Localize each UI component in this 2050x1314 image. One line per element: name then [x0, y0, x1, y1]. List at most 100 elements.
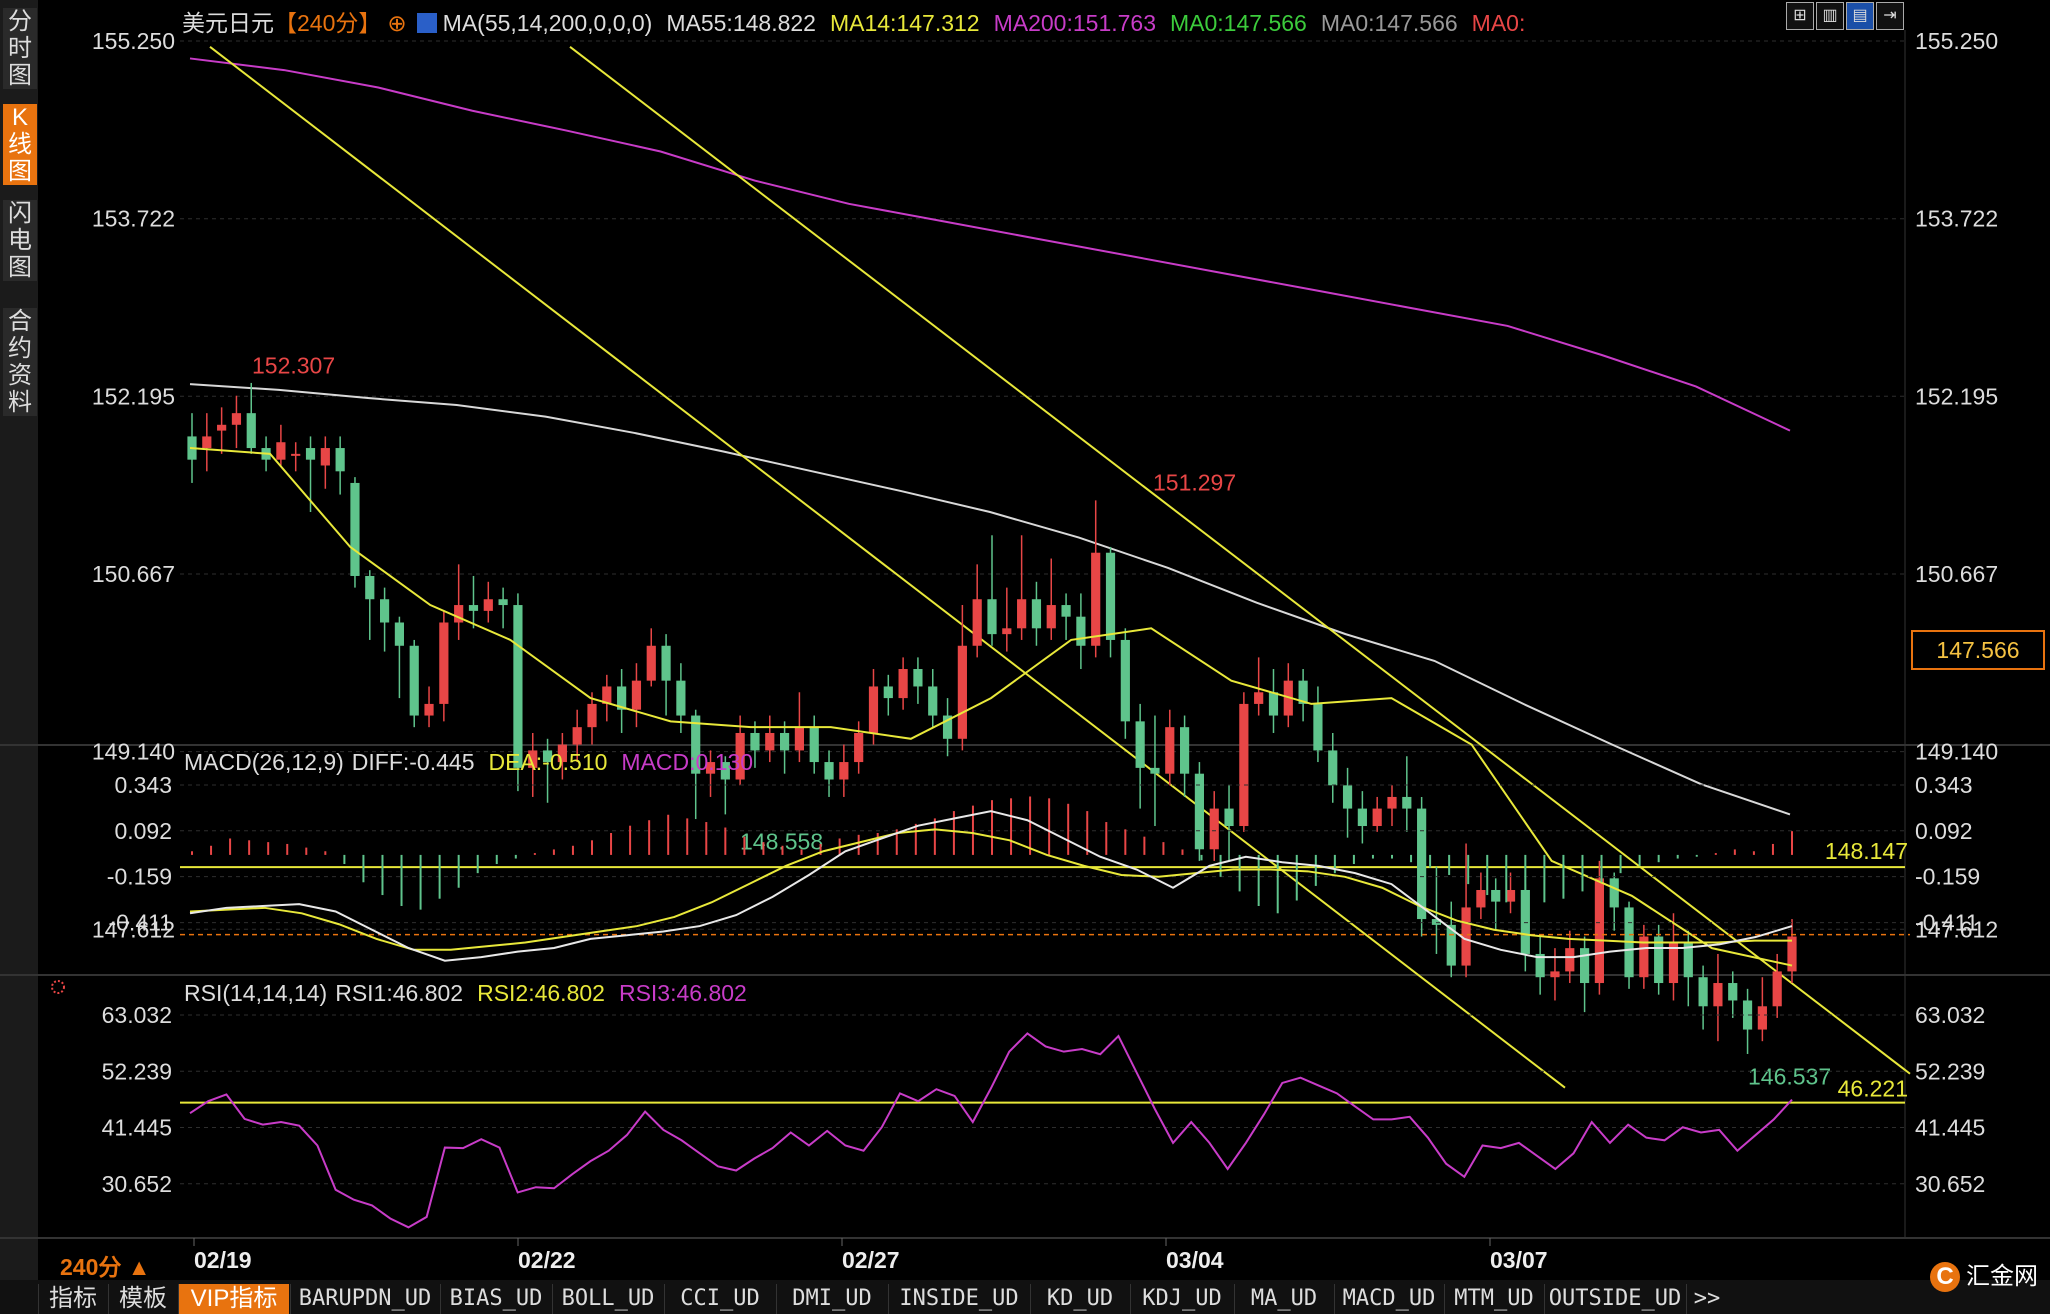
indicator-tab-7[interactable]: DMI_UD [776, 1284, 887, 1314]
candle-body [602, 686, 612, 704]
candle-body [1431, 919, 1442, 925]
indicator-tab-15[interactable]: >> [1686, 1284, 1727, 1314]
candle-body [513, 605, 523, 768]
indicator-tab-14[interactable]: OUTSIDE_UD [1544, 1284, 1685, 1314]
price-tick-left: 150.667 [92, 561, 175, 587]
candle-body [350, 482, 360, 576]
sidebar-tab-0[interactable]: 分时图 [3, 8, 37, 89]
candle-body [1728, 983, 1738, 1001]
rsi-tick-right: 52.239 [1915, 1058, 1985, 1084]
indicator-tab-2[interactable]: VIP指标 [178, 1284, 289, 1314]
candle-body [617, 686, 627, 710]
candle-body [1387, 796, 1397, 809]
sidebar-tab-2[interactable]: 闪电图 [3, 200, 37, 281]
indicator-tab-10[interactable]: KDJ_UD [1130, 1284, 1233, 1314]
ma14-line [189, 447, 1793, 967]
candle-body [454, 605, 464, 623]
price-annotation: 151.297 [1153, 470, 1236, 496]
ma0-value-red: MA0: [1471, 10, 1526, 36]
candle-body [409, 645, 419, 716]
ma200-value: MA200:151.763 [993, 10, 1156, 36]
macd-diff-line [189, 810, 1793, 962]
crosshair-icon[interactable]: ⊕ [387, 10, 407, 36]
candle-body [898, 669, 908, 699]
chart-active-icon[interactable]: ▤ [1846, 2, 1874, 30]
candle-body [1520, 889, 1530, 954]
ma14-value: MA14:147.312 [829, 10, 980, 36]
rsi-tick-left: 63.032 [102, 1002, 172, 1028]
indicator-tab-9[interactable]: KD_UD [1030, 1284, 1129, 1314]
candle-body [720, 762, 730, 780]
candle-body [394, 622, 404, 646]
sidebar-tab-3[interactable]: 合约资料 [3, 308, 37, 416]
indicator-tab-11[interactable]: MA_UD [1234, 1284, 1333, 1314]
macd-tick-left: 0.092 [114, 818, 172, 844]
candle-body [1491, 889, 1501, 902]
candle-body [1209, 808, 1219, 850]
ma200-line [189, 57, 1791, 432]
indicator-tab-bar [0, 1280, 2050, 1314]
candle-body [1417, 808, 1427, 920]
candle-body [1654, 936, 1664, 984]
candle-body [1002, 628, 1012, 635]
candle-body [1254, 692, 1264, 704]
candle-body [1224, 808, 1234, 827]
rsi1-value: RSI1:46.802 [335, 980, 464, 1006]
candle-body [987, 599, 997, 635]
macd-tick-right: -0.411 [1915, 910, 1979, 936]
price-annotation: 152.307 [252, 352, 335, 378]
indicator-tab-8[interactable]: INSIDE_UD [888, 1284, 1029, 1314]
logo-icon: C [1930, 1262, 1960, 1292]
macd-tick-left: -0.411 [108, 910, 172, 936]
export-icon[interactable]: ⇥ [1876, 2, 1904, 30]
indicator-tab-6[interactable]: CCI_UD [664, 1284, 775, 1314]
ma55-line [189, 383, 1791, 816]
macd-dea: DEA:-0.510 [488, 749, 608, 775]
indicator-tab-3[interactable]: BARUPDN_UD [290, 1284, 439, 1314]
candle-body [957, 645, 967, 739]
candle-body [1180, 727, 1190, 774]
candle-body [1313, 703, 1323, 751]
period-badge[interactable]: 240分 ▲ [60, 1254, 151, 1280]
candle-body [1165, 727, 1175, 774]
current-price-box: 147.566 [1911, 630, 2045, 670]
period-label[interactable]: 【240分】 [274, 10, 382, 36]
candle-body [691, 715, 701, 774]
candle-body [913, 669, 923, 687]
rsi-tick-right: 63.032 [1915, 1002, 1985, 1028]
candle-body [246, 413, 256, 449]
candle-body [1298, 680, 1308, 704]
indicator-tab-13[interactable]: MTM_UD [1444, 1284, 1543, 1314]
candle-body [661, 645, 671, 681]
price-tick-right: 150.667 [1915, 561, 1998, 587]
candle-body [1609, 878, 1619, 908]
indicator-tab-12[interactable]: MACD_UD [1334, 1284, 1443, 1314]
ma-settings-icon[interactable] [416, 13, 437, 33]
candle-body [1446, 924, 1456, 966]
candle-body [305, 448, 316, 460]
macd-tick-right: 0.343 [1915, 772, 1973, 798]
grid-icon[interactable]: ⊞ [1786, 2, 1814, 30]
candle-body [1668, 942, 1679, 984]
logo: C 汇金网 [1930, 1256, 2038, 1292]
indicator-tab-5[interactable]: BOLL_UD [552, 1284, 663, 1314]
chart-layout-icon[interactable]: ▥ [1816, 2, 1844, 30]
trendline-upper [569, 46, 1911, 1075]
logo-text: 汇金网 [1966, 1263, 2038, 1290]
candle-body [1061, 605, 1071, 617]
candle-body [1239, 703, 1249, 827]
indicator-tab-0[interactable]: 指标 [38, 1284, 107, 1314]
rsi3-value: RSI3:46.802 [618, 980, 747, 1006]
candle-body [365, 575, 375, 600]
macd-dea-line [189, 828, 1792, 951]
indicator-tab-1[interactable]: 模板 [108, 1284, 177, 1314]
rsi-tick-left: 41.445 [102, 1115, 172, 1141]
price-tick-left: 152.195 [92, 383, 175, 409]
indicator-tab-4[interactable]: BIAS_UD [440, 1284, 551, 1314]
candle-body [1120, 639, 1130, 722]
candle-body [1757, 1006, 1767, 1030]
date-label: 03/04 [1166, 1247, 1224, 1273]
candle-body [972, 599, 982, 646]
